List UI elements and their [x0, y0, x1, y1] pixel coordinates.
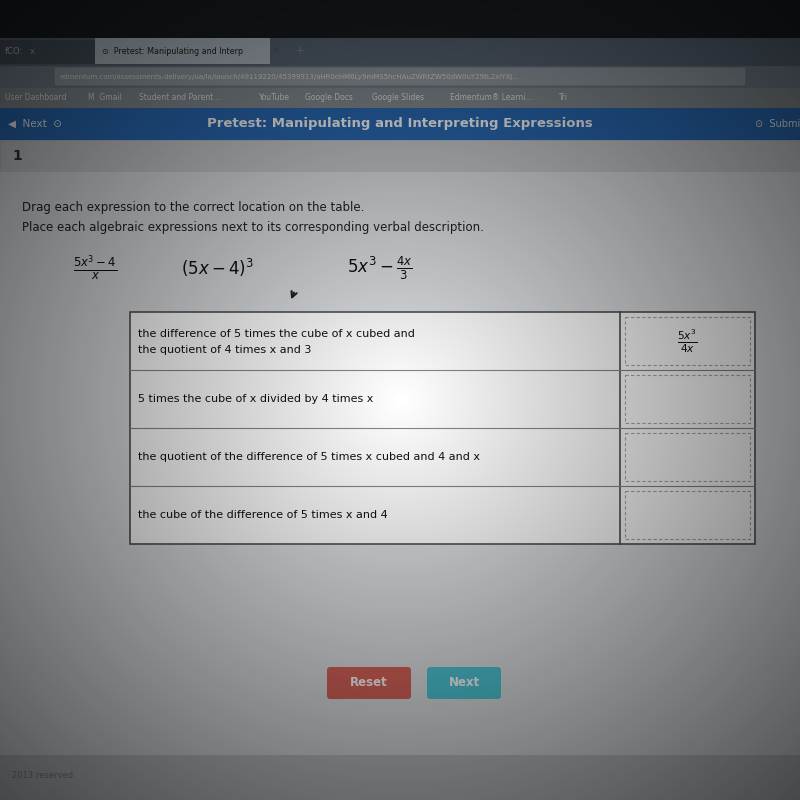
Text: Drag each expression to the correct location on the table.: Drag each expression to the correct loca… — [22, 202, 364, 214]
FancyBboxPatch shape — [95, 38, 270, 64]
Bar — [0, 88, 800, 108]
Text: the quotient of the difference of 5 times x cubed and 4 and x: the quotient of the difference of 5 time… — [138, 452, 480, 462]
FancyBboxPatch shape — [327, 667, 411, 699]
Bar — [0, 0, 800, 38]
Text: Google Docs: Google Docs — [305, 94, 353, 102]
Text: $5x^3 - \frac{4x}{3}$: $5x^3 - \frac{4x}{3}$ — [347, 254, 413, 282]
Text: $(5x - 4)^3$: $(5x - 4)^3$ — [182, 257, 254, 279]
Bar — [0, 38, 800, 66]
Text: Reset: Reset — [350, 677, 388, 690]
FancyBboxPatch shape — [625, 433, 750, 481]
Bar — [0, 172, 800, 762]
Text: the quotient of 4 times x and 3: the quotient of 4 times x and 3 — [138, 345, 311, 355]
Text: the cube of the difference of 5 times x and 4: the cube of the difference of 5 times x … — [138, 510, 388, 520]
Text: M  Gmail: M Gmail — [88, 94, 122, 102]
Text: 2013 reserved.: 2013 reserved. — [12, 770, 76, 779]
Text: User Dashboard: User Dashboard — [5, 94, 66, 102]
Text: Tri: Tri — [558, 94, 568, 102]
Text: YouTube: YouTube — [258, 94, 290, 102]
Text: $\frac{5x^3}{4x}$: $\frac{5x^3}{4x}$ — [677, 327, 698, 354]
Text: Pretest: Manipulating and Interpreting Expressions: Pretest: Manipulating and Interpreting E… — [207, 118, 593, 130]
FancyBboxPatch shape — [54, 67, 746, 86]
Text: Edmentum® Learni...: Edmentum® Learni... — [450, 94, 533, 102]
Bar — [130, 312, 755, 544]
Text: ×: × — [272, 46, 279, 55]
Text: ⊙  Submit Tes: ⊙ Submit Tes — [755, 119, 800, 129]
FancyBboxPatch shape — [625, 375, 750, 423]
Text: x: x — [30, 47, 35, 57]
Text: +: + — [295, 45, 306, 58]
Text: Student and Parent...: Student and Parent... — [139, 94, 221, 102]
Text: edmentum.com/assessments-delivery/ua/la/launch/49119220/45399913/aHR0cHM6Ly9mMS5: edmentum.com/assessments-delivery/ua/la/… — [60, 74, 520, 79]
Text: the difference of 5 times the cube of x cubed and: the difference of 5 times the cube of x … — [138, 329, 415, 339]
Bar — [0, 140, 800, 760]
FancyBboxPatch shape — [625, 491, 750, 539]
Bar — [0, 108, 800, 140]
Bar — [0, 66, 800, 88]
Text: 5 times the cube of x divided by 4 times x: 5 times the cube of x divided by 4 times… — [138, 394, 374, 404]
Text: ⊙  Pretest: Manipulating and Interp: ⊙ Pretest: Manipulating and Interp — [102, 46, 243, 55]
Text: Google Slides: Google Slides — [372, 94, 424, 102]
FancyBboxPatch shape — [625, 317, 750, 365]
Text: fCO:: fCO: — [5, 47, 23, 57]
Bar — [0, 140, 800, 172]
Bar — [0, 755, 800, 800]
Text: ◀  Next  ⊙: ◀ Next ⊙ — [8, 119, 62, 129]
Text: Place each algebraic expressions next to its corresponding verbal description.: Place each algebraic expressions next to… — [22, 222, 484, 234]
Text: $\frac{5x^3 - 4}{x}$: $\frac{5x^3 - 4}{x}$ — [73, 254, 117, 282]
Text: Next: Next — [448, 677, 480, 690]
FancyBboxPatch shape — [0, 40, 95, 64]
FancyBboxPatch shape — [427, 667, 501, 699]
Text: 1: 1 — [12, 149, 22, 163]
